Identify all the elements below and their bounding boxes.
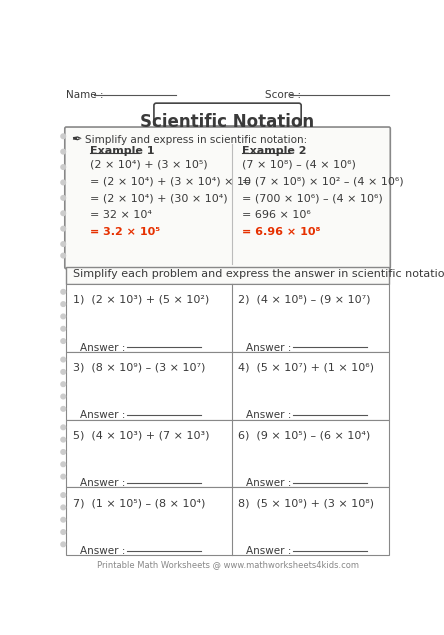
Circle shape — [61, 164, 66, 170]
Text: 7)  (1 × 10⁵) – (8 × 10⁴): 7) (1 × 10⁵) – (8 × 10⁴) — [72, 498, 205, 508]
Circle shape — [61, 505, 66, 510]
Bar — [66, 284, 389, 352]
Text: (7 × 10⁸) – (4 × 10⁶): (7 × 10⁸) – (4 × 10⁶) — [242, 159, 355, 170]
Text: Simplify each problem and express the answer in scientific notation.: Simplify each problem and express the an… — [72, 269, 444, 279]
Text: = (7 × 10⁸) × 10² – (4 × 10⁶): = (7 × 10⁸) × 10² – (4 × 10⁶) — [242, 177, 403, 186]
Circle shape — [61, 226, 66, 231]
Circle shape — [61, 406, 66, 411]
Circle shape — [61, 314, 66, 319]
Text: = 3.2 × 10⁵: = 3.2 × 10⁵ — [91, 227, 160, 237]
Text: Printable Math Worksheets @ www.mathworksheets4kids.com: Printable Math Worksheets @ www.mathwork… — [96, 560, 359, 569]
Text: Answer :: Answer : — [246, 478, 295, 488]
Circle shape — [61, 196, 66, 200]
Circle shape — [61, 394, 66, 399]
Circle shape — [61, 134, 66, 138]
Circle shape — [61, 542, 66, 547]
Text: Answer :: Answer : — [80, 478, 129, 488]
Text: ✒: ✒ — [71, 134, 82, 147]
Circle shape — [61, 242, 66, 246]
Text: Scientific Notation: Scientific Notation — [140, 113, 315, 131]
Circle shape — [61, 450, 66, 454]
Circle shape — [61, 149, 66, 154]
Text: = 6.96 × 10⁸: = 6.96 × 10⁸ — [242, 227, 320, 237]
Text: Answer :: Answer : — [80, 343, 129, 352]
Text: Answer :: Answer : — [246, 343, 295, 352]
Text: Answer :: Answer : — [246, 546, 295, 556]
Text: Name :: Name : — [66, 90, 104, 100]
Circle shape — [61, 493, 66, 497]
Text: Answer :: Answer : — [80, 410, 129, 420]
Text: Simplify and express in scientific notation:: Simplify and express in scientific notat… — [85, 135, 307, 145]
Text: 8)  (5 × 10⁹) + (3 × 10⁸): 8) (5 × 10⁹) + (3 × 10⁸) — [238, 498, 374, 508]
Circle shape — [61, 518, 66, 522]
Text: Score :: Score : — [265, 90, 301, 100]
Circle shape — [61, 474, 66, 479]
Text: 3)  (8 × 10⁹) – (3 × 10⁷): 3) (8 × 10⁹) – (3 × 10⁷) — [72, 363, 205, 373]
Text: Example 1: Example 1 — [91, 145, 155, 156]
Text: = (700 × 10⁶) – (4 × 10⁶): = (700 × 10⁶) – (4 × 10⁶) — [242, 193, 382, 203]
Circle shape — [61, 382, 66, 387]
Circle shape — [61, 253, 66, 258]
Bar — [66, 267, 389, 284]
Text: (2 × 10⁴) + (3 × 10⁵): (2 × 10⁴) + (3 × 10⁵) — [91, 159, 208, 170]
Text: Answer :: Answer : — [80, 546, 129, 556]
Circle shape — [61, 290, 66, 294]
Circle shape — [61, 370, 66, 374]
Text: = 32 × 10⁴: = 32 × 10⁴ — [91, 210, 152, 220]
Bar — [66, 488, 389, 555]
Text: 1)  (2 × 10³) + (5 × 10²): 1) (2 × 10³) + (5 × 10²) — [72, 295, 209, 305]
Text: Example 2: Example 2 — [242, 145, 306, 156]
Text: 6)  (9 × 10⁵) – (6 × 10⁴): 6) (9 × 10⁵) – (6 × 10⁴) — [238, 431, 371, 441]
Text: 2)  (4 × 10⁸) – (9 × 10⁷): 2) (4 × 10⁸) – (9 × 10⁷) — [238, 295, 371, 305]
Circle shape — [61, 302, 66, 307]
Circle shape — [61, 358, 66, 362]
Text: 5)  (4 × 10³) + (7 × 10³): 5) (4 × 10³) + (7 × 10³) — [72, 431, 209, 441]
Text: = 696 × 10⁶: = 696 × 10⁶ — [242, 210, 310, 220]
Bar — [66, 420, 389, 488]
Circle shape — [61, 438, 66, 442]
Text: = (2 × 10⁴) + (3 × 10⁴) × 10: = (2 × 10⁴) + (3 × 10⁴) × 10 — [91, 177, 251, 186]
Circle shape — [61, 338, 66, 344]
Circle shape — [61, 211, 66, 215]
Circle shape — [61, 530, 66, 534]
FancyBboxPatch shape — [154, 103, 301, 126]
Circle shape — [61, 425, 66, 430]
Circle shape — [61, 180, 66, 185]
Circle shape — [61, 326, 66, 331]
Circle shape — [61, 462, 66, 467]
Text: 4)  (5 × 10⁷) + (1 × 10⁶): 4) (5 × 10⁷) + (1 × 10⁶) — [238, 363, 374, 373]
FancyBboxPatch shape — [65, 127, 390, 269]
Text: = (2 × 10⁴) + (30 × 10⁴): = (2 × 10⁴) + (30 × 10⁴) — [91, 193, 228, 203]
Text: Answer :: Answer : — [246, 410, 295, 420]
Bar — [66, 352, 389, 420]
